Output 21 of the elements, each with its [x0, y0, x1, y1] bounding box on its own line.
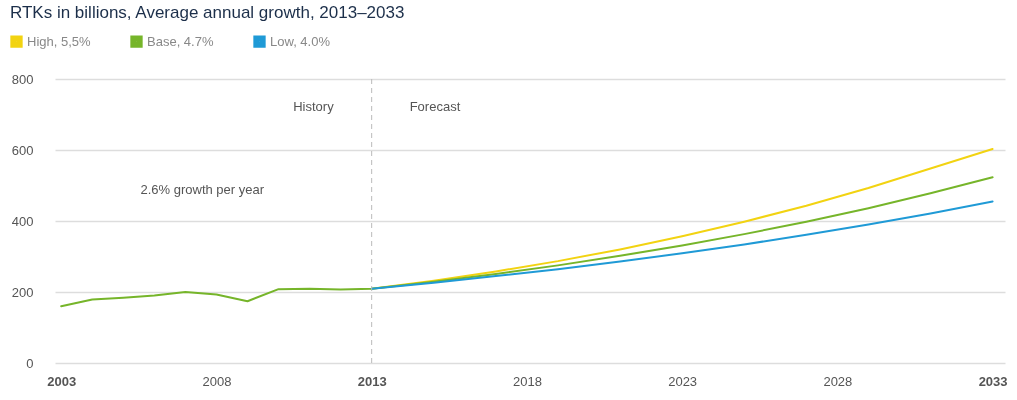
y-tick-label: 0: [26, 355, 34, 371]
x-tick-label: 2023: [668, 373, 698, 389]
line-series: [370, 200, 994, 290]
x-tick-label: 2033: [978, 373, 1008, 389]
y-tick-label: 200: [11, 284, 34, 300]
y-tick-label: 400: [11, 213, 34, 229]
y-tick-label: 600: [11, 142, 34, 158]
legend-label: Low, 4.0%: [270, 33, 331, 49]
y-tick-label: 800: [11, 71, 34, 87]
legend-label: High, 5,5%: [27, 33, 92, 49]
annotation: Forecast: [409, 99, 461, 115]
chart-title: RTKs in billions, Average annual growth, 2013–2033: [10, 3, 405, 22]
annotation: History: [293, 99, 335, 115]
line-series: [60, 176, 994, 308]
x-tick-label: 2013: [357, 373, 387, 389]
x-tick-label: 2028: [823, 373, 853, 389]
x-tick-label: 2003: [47, 373, 77, 389]
legend-label: Base, 4.7%: [147, 33, 214, 49]
annotation: 2.6% growth per year: [140, 181, 265, 197]
x-tick-label: 2008: [202, 373, 232, 389]
x-tick-label: 2018: [512, 373, 542, 389]
